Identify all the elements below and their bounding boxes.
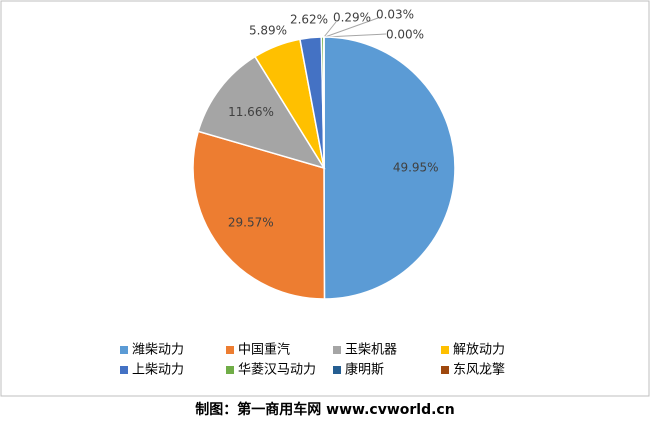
- data-label: 5.89%: [249, 24, 287, 38]
- legend-swatch: [333, 366, 341, 374]
- legend-swatch: [120, 346, 128, 354]
- legend-label: 潍柴动力: [132, 343, 184, 358]
- legend-label: 华菱汉马动力: [238, 363, 316, 378]
- data-label: 0.29%: [333, 11, 371, 25]
- legend-label: 解放动力: [453, 343, 505, 358]
- legend-swatch: [333, 346, 341, 354]
- source: 制图：第一商用车网 www.cvworld.cn: [195, 401, 454, 418]
- legend-label: 玉柴机器: [345, 343, 397, 358]
- data-label: 11.66%: [228, 105, 274, 119]
- legend-label: 东风龙擎: [453, 363, 505, 378]
- data-label: 0.00%: [386, 28, 424, 42]
- legend-swatch: [120, 366, 128, 374]
- data-label: 0.03%: [376, 8, 414, 22]
- legend-swatch: [441, 346, 449, 354]
- legend-swatch: [226, 346, 234, 354]
- data-label: 29.57%: [228, 216, 274, 230]
- legend-label: 中国重汽: [238, 342, 290, 358]
- data-label: 49.95%: [393, 160, 439, 174]
- legend-swatch: [441, 366, 449, 374]
- legend-label: 康明斯: [345, 362, 384, 378]
- legend-swatch: [226, 366, 234, 374]
- data-label: 2.62%: [290, 13, 328, 27]
- legend-label: 上柴动力: [132, 363, 184, 378]
